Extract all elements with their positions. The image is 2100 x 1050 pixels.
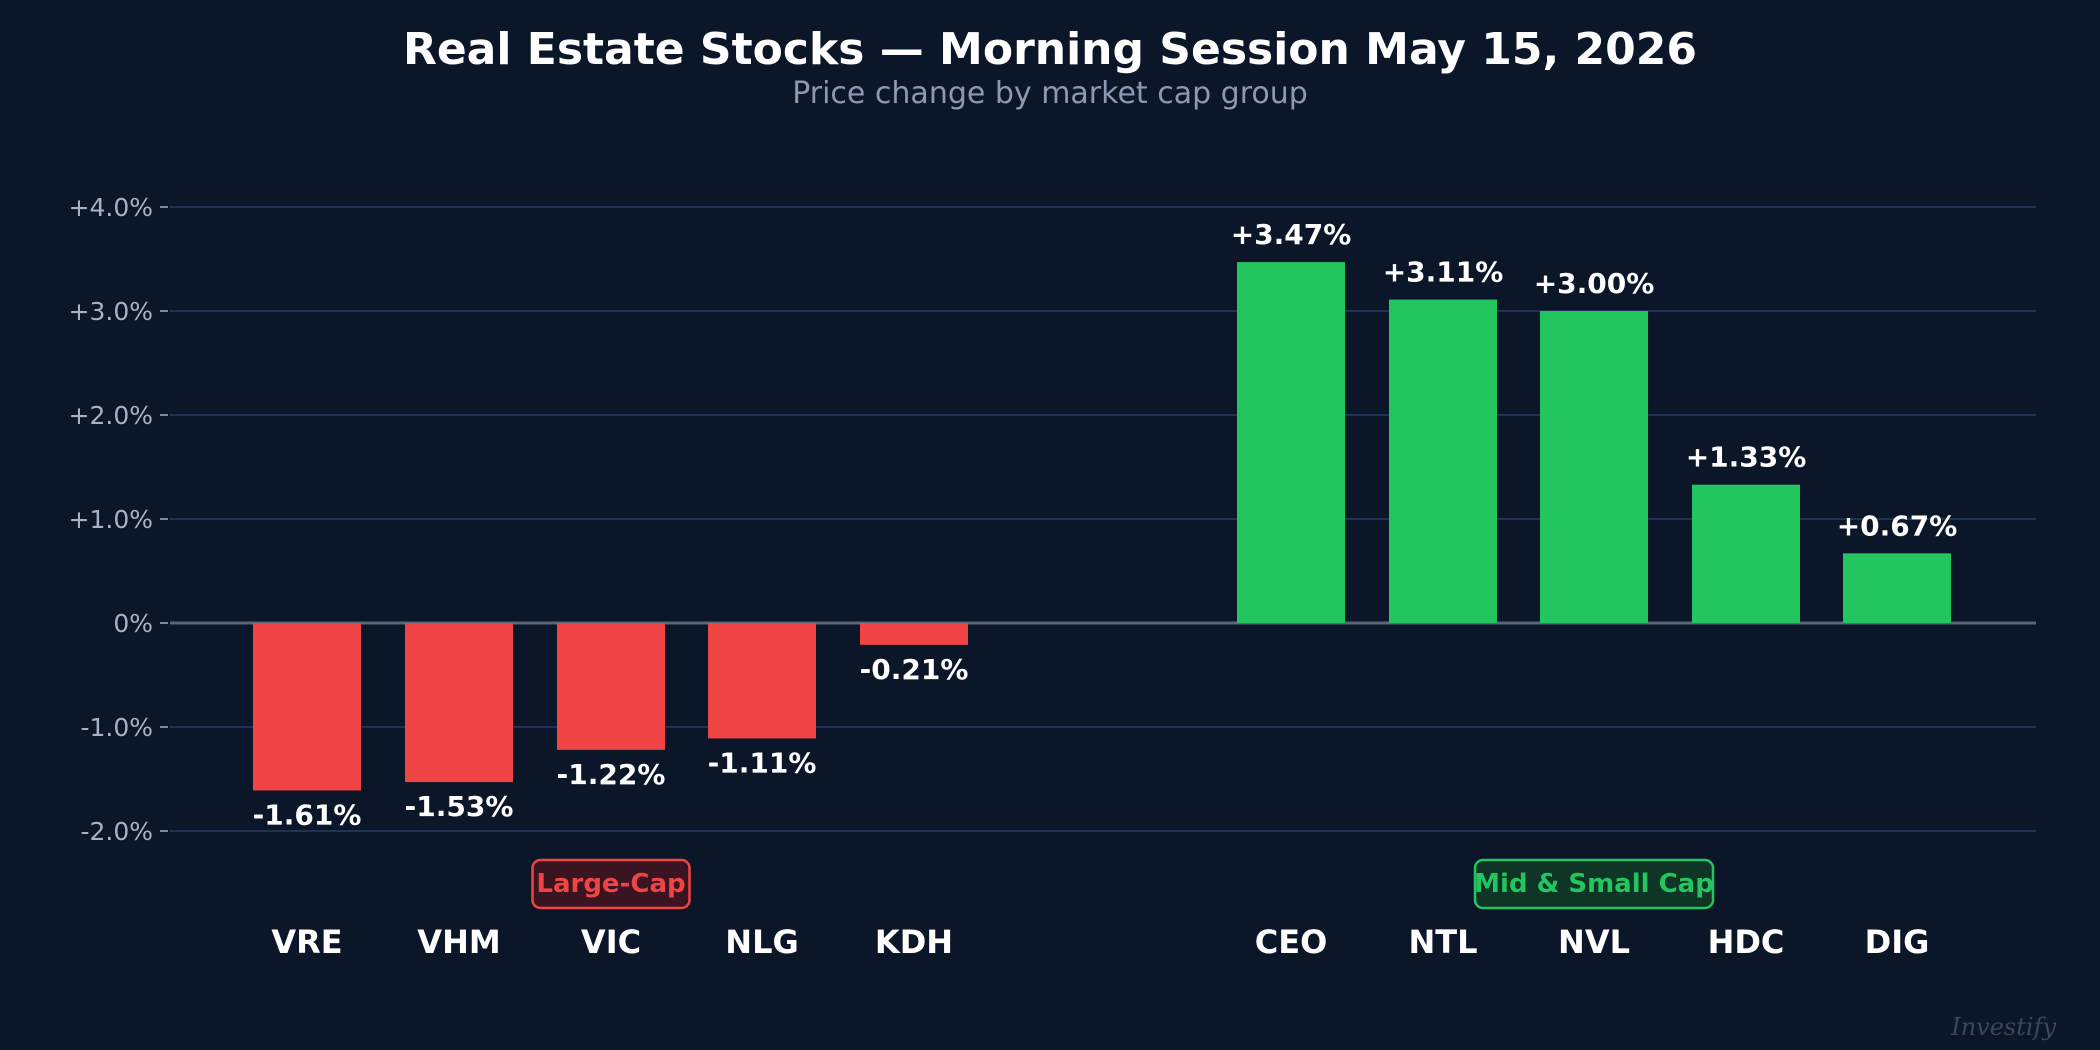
bar-ntl	[1389, 299, 1497, 623]
x-tick-label: VRE	[271, 923, 342, 961]
value-label: +3.00%	[1534, 267, 1655, 300]
x-tick-label: VHM	[417, 923, 500, 961]
value-label: -1.22%	[557, 758, 666, 791]
value-label: +1.33%	[1686, 441, 1807, 474]
value-label: -1.11%	[708, 746, 817, 779]
group-label: Mid & Small Cap	[1474, 869, 1714, 899]
group-badges: Large-Cap Mid & Small Cap	[531, 858, 1715, 910]
y-tick-label: +1.0%	[69, 505, 153, 534]
x-tick-label: NTL	[1409, 923, 1478, 961]
bar-vhm	[405, 623, 513, 783]
bars: -1.61% -1.53% -1.22% -1.11% -0.21% +3.47% +3.1…	[253, 218, 1958, 831]
chart-subtitle: Price change by market cap group	[792, 76, 1308, 111]
value-label: -0.21%	[860, 653, 969, 686]
bar-kdh	[860, 623, 968, 645]
x-tick-label: DIG	[1865, 923, 1930, 961]
x-tick-label: CEO	[1255, 923, 1328, 961]
watermark: Investify	[1950, 1013, 2056, 1041]
group-label: Large-Cap	[536, 869, 685, 899]
y-tick-label: -2.0%	[80, 817, 153, 846]
x-tick-label: VIC	[581, 923, 641, 961]
value-label: +3.47%	[1231, 218, 1352, 251]
x-axis-labels: VRE VHM VIC NLG KDH CEO NTL NVL HDC DIG	[271, 923, 1929, 961]
bar-vre	[253, 623, 361, 791]
x-tick-label: HDC	[1708, 923, 1785, 961]
chart-title: Real Estate Stocks — Morning Session May…	[403, 24, 1697, 75]
y-tick-label: -1.0%	[80, 713, 153, 742]
group-badge	[1473, 858, 1715, 910]
x-tick-label: NLG	[725, 923, 798, 961]
bar-nvl	[1540, 311, 1648, 623]
group-badge	[531, 858, 691, 910]
value-label: +3.11%	[1383, 256, 1504, 289]
bar-hdc	[1692, 484, 1800, 623]
x-tick-label: NVL	[1558, 923, 1630, 961]
bar-nlg	[708, 623, 816, 739]
value-label: -1.53%	[405, 790, 514, 823]
x-tick-label: KDH	[875, 923, 953, 961]
bar-ceo	[1237, 262, 1345, 623]
y-tick-label: 0%	[113, 609, 153, 638]
value-label: -1.61%	[253, 798, 362, 831]
bar-vic	[557, 623, 665, 750]
y-tick-label: +3.0%	[69, 297, 153, 326]
y-tick-label: +2.0%	[69, 401, 153, 430]
y-tick-label: +4.0%	[69, 193, 153, 222]
value-label: +0.67%	[1837, 509, 1958, 542]
bar-dig	[1843, 553, 1951, 623]
